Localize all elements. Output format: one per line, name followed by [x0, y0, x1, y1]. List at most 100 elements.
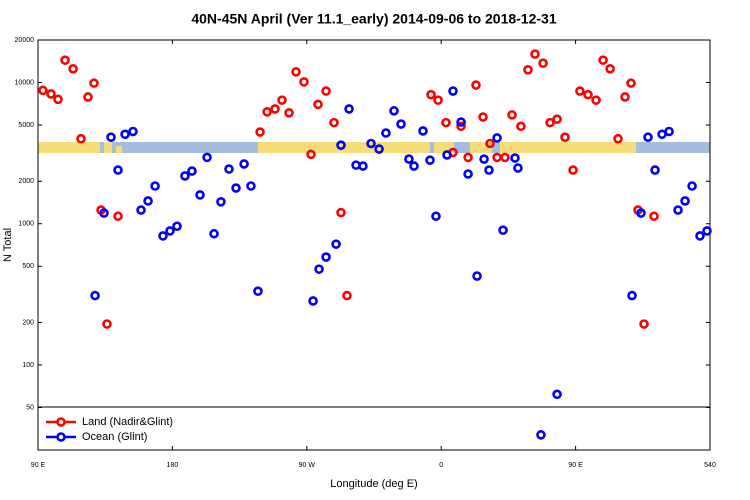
data-point — [591, 95, 601, 105]
data-point — [38, 85, 48, 96]
x-tick-label: 90 E — [31, 462, 46, 469]
data-point — [500, 152, 510, 163]
data-point — [342, 290, 352, 301]
data-point — [636, 208, 646, 218]
data-point — [180, 171, 190, 181]
y-tick-label: 50 — [26, 404, 34, 411]
data-point — [53, 94, 63, 105]
y-tick-label: 20000 — [15, 37, 35, 44]
data-point — [680, 196, 690, 206]
data-point — [545, 117, 555, 128]
data-point — [76, 133, 86, 144]
data-point — [99, 208, 109, 218]
data-point — [291, 67, 301, 77]
x-tick-label: 90 E — [568, 462, 583, 469]
legend-marker — [56, 432, 66, 442]
data-point — [530, 49, 540, 59]
data-point — [426, 89, 436, 100]
data-point — [331, 239, 341, 249]
data-point — [306, 149, 316, 160]
plot-frame — [37, 39, 711, 451]
data-point — [255, 127, 265, 137]
land-band — [470, 142, 492, 153]
data-point — [448, 86, 458, 96]
data-point — [209, 228, 219, 239]
data-point — [216, 197, 226, 207]
data-point — [336, 140, 346, 150]
data-point — [673, 205, 683, 215]
data-point — [456, 117, 466, 127]
data-point — [404, 154, 414, 164]
data-point — [492, 152, 502, 163]
data-point — [299, 77, 309, 87]
data-point — [314, 264, 324, 274]
data-point — [113, 165, 123, 175]
y-tick-label: 1000 — [18, 221, 34, 228]
data-point — [695, 231, 705, 241]
data-point — [165, 226, 175, 236]
data-point — [627, 290, 637, 301]
x-tick-label: 0 — [439, 462, 443, 469]
data-point — [143, 196, 153, 206]
data-point — [507, 110, 517, 120]
data-point — [381, 128, 391, 138]
data-point — [321, 252, 331, 262]
data-point — [239, 159, 249, 169]
data-point — [441, 117, 451, 128]
data-point — [336, 207, 346, 218]
x-tick-label: 90 W — [299, 462, 316, 469]
data-point — [471, 80, 481, 90]
data-point — [605, 64, 615, 74]
data-point — [224, 164, 234, 174]
y-tick-label: 200 — [22, 319, 34, 326]
data-point — [409, 161, 419, 171]
legend-marker — [56, 417, 66, 427]
data-point — [231, 183, 241, 193]
data-point — [650, 165, 660, 175]
data-point — [560, 132, 570, 143]
data-point — [90, 290, 100, 301]
y-tick-label: 100 — [22, 362, 34, 369]
data-point — [202, 152, 212, 163]
data-point — [687, 181, 697, 191]
data-point — [583, 89, 593, 100]
data-point — [516, 121, 526, 132]
x-tick-label: 540 — [704, 462, 716, 469]
data-point — [568, 165, 578, 175]
data-point — [664, 126, 674, 137]
data-point — [150, 181, 160, 191]
data-point — [463, 169, 473, 179]
y-tick-label: 5000 — [18, 122, 34, 129]
data-point — [523, 65, 533, 75]
data-point — [246, 181, 256, 191]
data-point — [344, 104, 354, 114]
data-point — [102, 319, 112, 329]
data-point — [253, 286, 263, 296]
data-point — [60, 55, 70, 65]
data-point — [472, 271, 482, 281]
data-point — [321, 86, 331, 96]
data-point — [270, 104, 280, 114]
data-point — [284, 108, 294, 118]
data-point — [552, 389, 562, 400]
data-point — [575, 86, 585, 96]
data-point — [195, 190, 205, 200]
x-tick-label: 180 — [167, 462, 179, 469]
data-point — [136, 205, 146, 215]
y-tick-label: 500 — [22, 263, 34, 270]
data-point — [485, 138, 495, 149]
data-point — [366, 138, 376, 149]
legend-label: Ocean (Glint) — [82, 431, 147, 443]
chart-title: 40N-45N April (Ver 11.1_early) 2014-09-0… — [191, 11, 556, 27]
data-point — [308, 296, 318, 306]
data-point — [172, 221, 182, 232]
data-point — [89, 78, 99, 88]
data-point — [463, 152, 473, 163]
y-tick-label: 10000 — [15, 79, 35, 86]
data-point — [498, 225, 508, 236]
data-point — [396, 119, 406, 129]
data-point — [598, 55, 608, 65]
data-point — [538, 58, 548, 69]
data-point — [484, 165, 494, 175]
